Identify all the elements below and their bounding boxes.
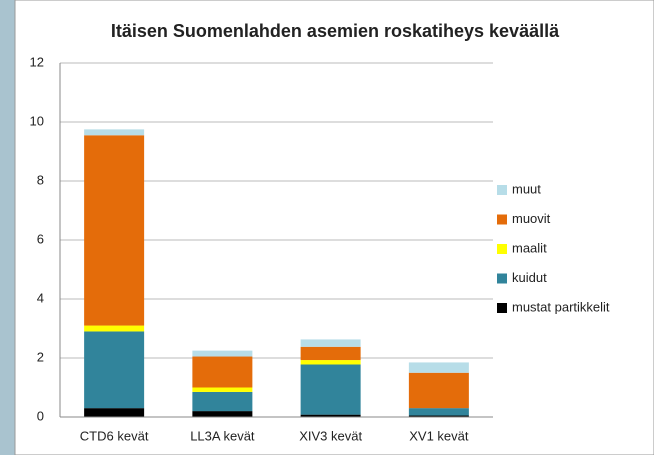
bar-segment bbox=[409, 362, 469, 372]
legend-label: muovit bbox=[512, 211, 551, 226]
bar-segment bbox=[192, 351, 252, 357]
bar-segment bbox=[409, 373, 469, 408]
y-tick-label: 12 bbox=[30, 54, 44, 69]
legend-swatch bbox=[497, 215, 507, 225]
legend-swatch bbox=[497, 244, 507, 254]
legend-label: kuidut bbox=[512, 270, 547, 285]
chart-title: Itäisen Suomenlahden asemien roskatiheys… bbox=[111, 21, 560, 41]
y-tick-label: 4 bbox=[37, 290, 44, 305]
bar-segment bbox=[301, 347, 361, 360]
x-tick-label: XIV3 kevät bbox=[299, 428, 362, 443]
bar-segment bbox=[84, 408, 144, 417]
legend-swatch bbox=[497, 303, 507, 313]
legend-label: muut bbox=[512, 181, 541, 196]
x-tick-label: LL3A kevät bbox=[190, 428, 255, 443]
bar-segment bbox=[301, 339, 361, 346]
map-background bbox=[0, 0, 15, 455]
y-tick-label: 2 bbox=[37, 349, 44, 364]
legend-label: maalit bbox=[512, 240, 547, 255]
page: {"chart_data": {"type": "stacked_bar", "… bbox=[0, 0, 654, 455]
y-tick-label: 10 bbox=[30, 113, 44, 128]
bar-segment bbox=[192, 357, 252, 388]
bar-segment bbox=[84, 331, 144, 408]
y-tick-label: 0 bbox=[37, 408, 44, 423]
legend-label: mustat partikkelit bbox=[512, 299, 610, 314]
bar-segment bbox=[192, 411, 252, 417]
legend-swatch bbox=[497, 274, 507, 284]
y-tick-label: 6 bbox=[37, 231, 44, 246]
chart: Itäisen Suomenlahden asemien roskatiheys… bbox=[0, 0, 654, 455]
y-tick-label: 8 bbox=[37, 172, 44, 187]
bar-segment bbox=[301, 360, 361, 364]
bar-segment bbox=[192, 388, 252, 392]
bar-segment bbox=[301, 364, 361, 414]
bar-segment bbox=[84, 135, 144, 325]
bar-segment bbox=[84, 326, 144, 332]
x-tick-label: CTD6 kevät bbox=[80, 428, 149, 443]
legend-swatch bbox=[497, 185, 507, 195]
x-tick-label: XV1 kevät bbox=[409, 428, 469, 443]
bar-segment bbox=[192, 392, 252, 411]
bar-segment bbox=[84, 129, 144, 135]
bar-segment bbox=[409, 408, 469, 415]
